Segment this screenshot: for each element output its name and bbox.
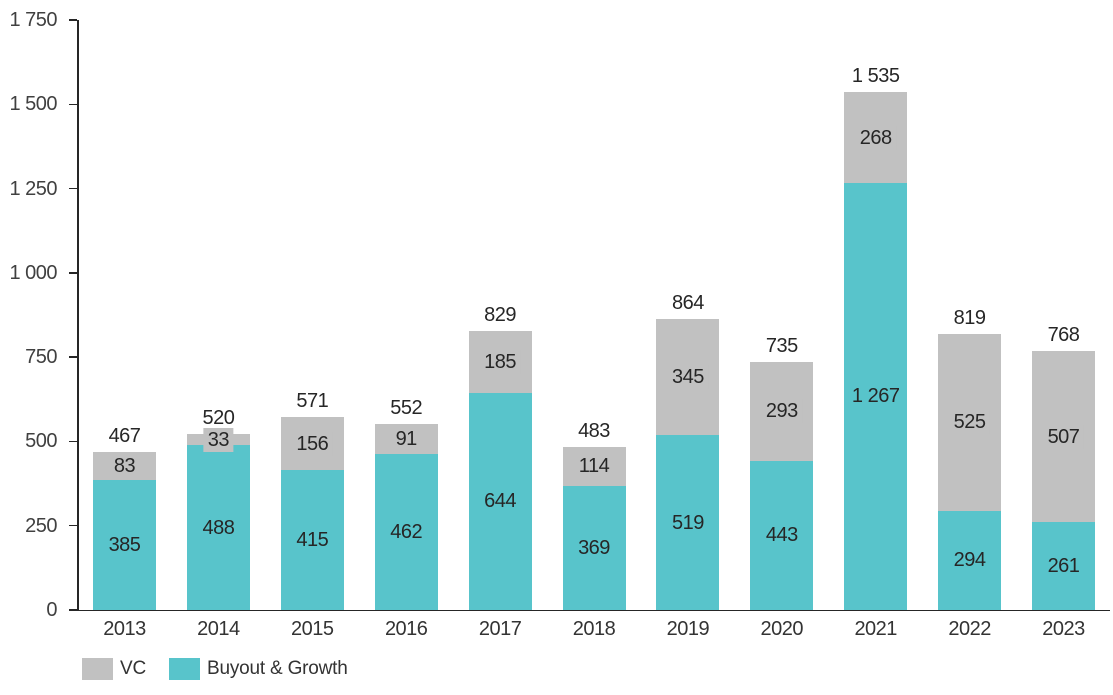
bar-total-label-2020: 735 (765, 334, 798, 357)
bar-value-vc-2021: 268 (855, 125, 896, 150)
x-tick-label-2014: 2014 (197, 618, 240, 640)
bar-total-label-2017: 829 (484, 303, 517, 326)
bar-value-buyout-growth-2013: 385 (104, 533, 145, 558)
legend-label-vc: VC (120, 658, 146, 679)
bar-total-label-2015: 571 (296, 390, 329, 413)
legend-item-buyout-growth: Buyout & Growth (169, 658, 348, 680)
y-tick-mark-1750 (69, 19, 77, 21)
y-tick-label-0: 0 (46, 599, 57, 621)
x-tick-label-2021: 2021 (854, 618, 897, 640)
y-tick-label-750: 750 (25, 346, 57, 369)
bar-value-vc-2016: 91 (391, 426, 421, 451)
x-tick-label-2013: 2013 (103, 618, 146, 640)
legend-swatch-vc (82, 658, 113, 680)
bar-total-label-2023: 768 (1047, 324, 1080, 347)
bar-value-buyout-growth-2016: 462 (386, 520, 427, 545)
bar-value-buyout-growth-2018: 369 (574, 535, 614, 560)
y-tick-mark-500 (69, 440, 77, 443)
bar-value-buyout-growth-2022: 294 (949, 548, 990, 573)
legend-item-vc: VC (82, 658, 146, 680)
x-tick-label-2017: 2017 (478, 618, 522, 640)
bar-value-buyout-growth-2021: 1 267 (847, 384, 904, 409)
bar-value-vc-2015: 156 (292, 431, 333, 456)
y-tick-mark-750 (69, 356, 77, 358)
bar-total-label-2016: 552 (390, 396, 423, 419)
x-tick-label-2018: 2018 (572, 618, 616, 640)
legend-swatch-buyout-growth (169, 658, 200, 680)
bar-value-buyout-growth-2019: 519 (667, 510, 708, 535)
bar-value-buyout-growth-2020: 443 (761, 523, 802, 548)
legend: VC Buyout & Growth (82, 658, 348, 680)
bar-total-label-2019: 864 (671, 291, 704, 314)
bar-value-buyout-growth-2015: 415 (292, 528, 333, 553)
y-tick-mark-1500 (69, 103, 77, 106)
legend-label-buyout-growth: Buyout & Growth (207, 658, 348, 679)
y-tick-mark-1250 (69, 187, 77, 190)
y-tick-label-250: 250 (25, 514, 57, 537)
y-tick-label-1250: 1 250 (9, 177, 57, 200)
bar-value-vc-2022: 525 (949, 410, 990, 435)
x-tick-label-2020: 2020 (760, 618, 804, 640)
x-tick-label-2023: 2023 (1042, 618, 1085, 640)
bar-value-vc-2013: 83 (109, 454, 140, 479)
y-tick-mark-250 (69, 524, 77, 527)
x-axis-line (77, 609, 1110, 611)
bar-value-vc-2023: 507 (1043, 424, 1084, 449)
x-tick-label-2022: 2022 (948, 618, 991, 640)
x-tick-label-2016: 2016 (384, 618, 428, 640)
y-tick-label-1750: 1 750 (9, 9, 57, 31)
y-tick-label-500: 500 (25, 430, 57, 453)
y-tick-label-1000: 1 000 (9, 261, 57, 284)
bar-value-vc-2018: 114 (574, 454, 614, 479)
bar-total-label-2013: 467 (108, 425, 141, 448)
bar-value-buyout-growth-2017: 644 (480, 489, 521, 514)
bar-value-buyout-growth-2023: 261 (1043, 554, 1084, 578)
x-tick-label-2015: 2015 (291, 618, 334, 640)
y-tick-label-1500: 1 500 (9, 93, 57, 116)
bar-total-label-2018: 483 (578, 420, 610, 443)
bar-value-buyout-growth-2014: 488 (198, 515, 239, 540)
bar-value-vc-2019: 345 (667, 364, 708, 389)
bar-value-vc-2014: 33 (203, 427, 234, 452)
bar-total-label-2022: 819 (953, 306, 986, 329)
bar-total-label-2014: 520 (202, 407, 235, 430)
x-tick-label-2019: 2019 (666, 618, 710, 640)
y-tick-mark-0 (69, 609, 77, 611)
y-tick-mark-1000 (69, 272, 77, 274)
bar-value-vc-2020: 293 (761, 399, 802, 424)
bar-total-label-2021: 1 535 (851, 65, 900, 88)
bar-value-vc-2017: 185 (480, 349, 521, 374)
y-axis-line (77, 20, 79, 610)
